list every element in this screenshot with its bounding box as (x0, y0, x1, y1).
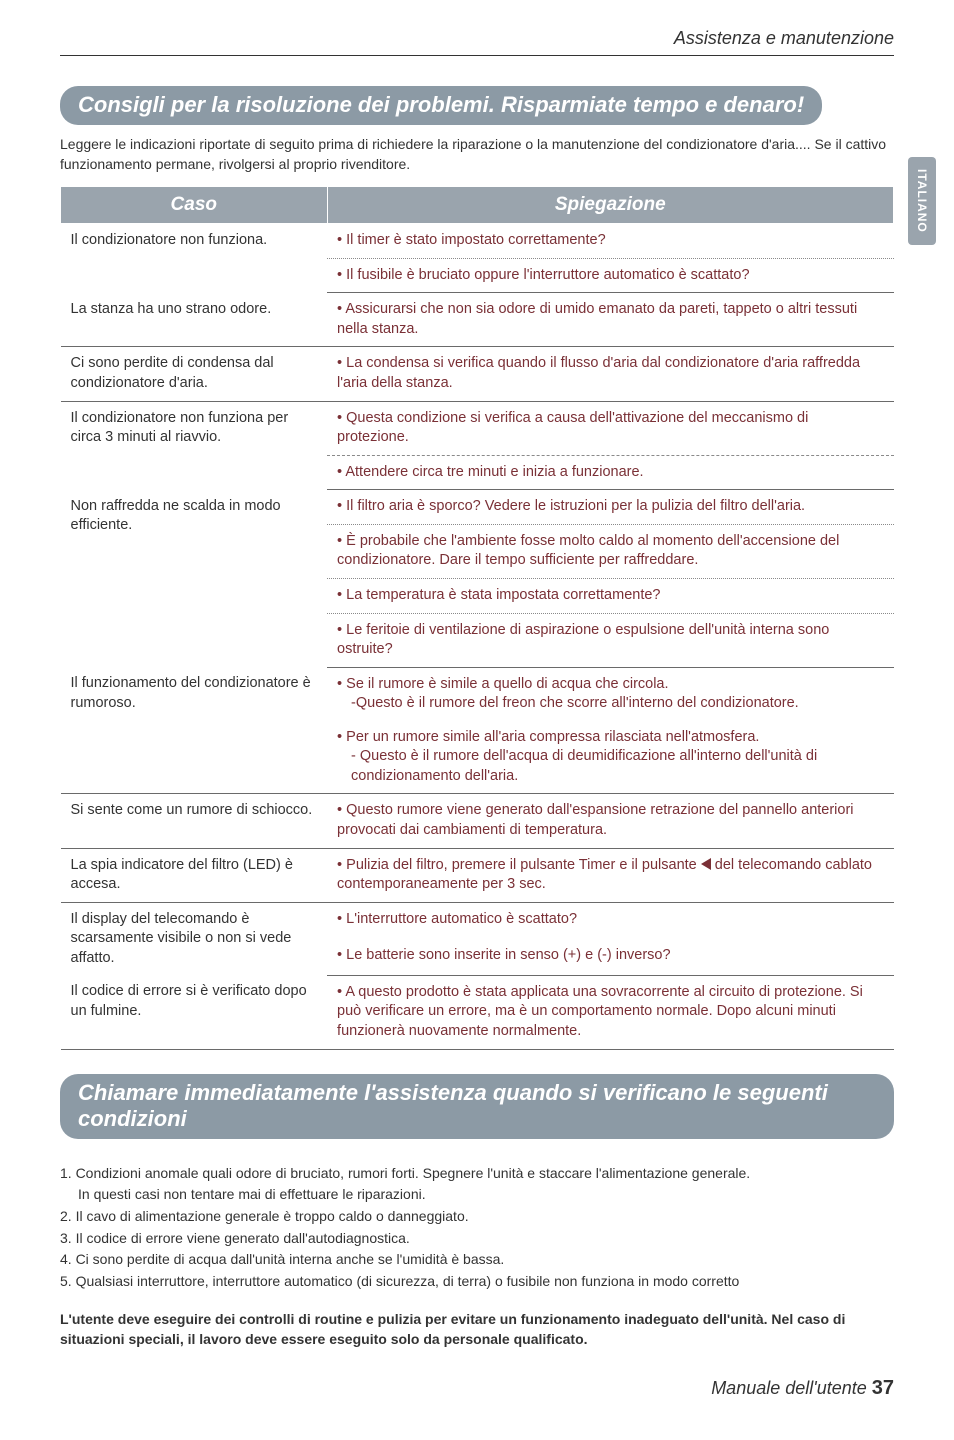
table-row: Il display del telecomando è scarsamente… (61, 902, 894, 939)
table-row: La stanza ha uno strano odore. • Assicur… (61, 293, 894, 347)
col-caso: Caso (61, 187, 328, 224)
table-row: Il condizionatore non funziona per circa… (61, 401, 894, 455)
list-item: 5. Qualsiasi interruttore, interruttore … (60, 1273, 739, 1289)
cell-right: • Il fusibile è bruciato oppure l'interr… (327, 258, 893, 293)
cell-left: La stanza ha uno strano odore. (61, 293, 328, 347)
table-row: Non raffredda ne scalda in modo efficien… (61, 490, 894, 525)
list-item: 4. Ci sono perdite di acqua dall'unità i… (60, 1251, 504, 1267)
footer-text: Manuale dell'utente (711, 1378, 872, 1398)
cell-left: Il funzionamento del condizionatore è ru… (61, 667, 328, 721)
cell-right: • A questo prodotto è stata applicata un… (327, 975, 893, 1049)
cell-right: • Il timer è stato impostato correttamen… (327, 224, 893, 259)
cell-right: • Questa condizione si verifica a causa … (327, 401, 893, 455)
table-row: Il codice di errore si è verificato dopo… (61, 975, 894, 1049)
cell-right: • Le batterie sono inserite in senso (+)… (327, 939, 893, 976)
cell-left: Ci sono perdite di condensa dal condizio… (61, 347, 328, 401)
cell-left: Si sente come un rumore di schiocco. (61, 794, 328, 848)
cell-text: • Se il rumore è simile a quello di acqu… (337, 676, 668, 692)
section2-title: Chiamare immediatamente l'assistenza qua… (78, 1080, 828, 1131)
cell-left: Il display del telecomando è scarsamente… (61, 902, 328, 975)
cell-right: • Pulizia del filtro, premere il pulsant… (327, 848, 893, 902)
page-footer: Manuale dell'utente 37 (60, 1377, 894, 1400)
footer-page-number: 37 (872, 1377, 894, 1399)
section1-title: Consigli per la risoluzione dei problemi… (78, 92, 804, 117)
cell-sub: -Questo è il rumore del freon che scorre… (337, 694, 883, 714)
list-item: 2. Il cavo di alimentazione generale è t… (60, 1208, 469, 1224)
cell-right: • La condensa si verifica quando il flus… (327, 347, 893, 401)
cell-right: • L'interruttore automatico è scattato? (327, 902, 893, 939)
cell-sub: - Questo è il rumore dell'acqua di deumi… (337, 747, 883, 786)
cell-right: • È probabile che l'ambiente fosse molto… (327, 524, 893, 578)
col-spiegazione: Spiegazione (327, 187, 893, 224)
table-row: • Per un rumore simile all'aria compress… (61, 721, 894, 794)
list-item: 3. Il codice di errore viene generato da… (60, 1230, 410, 1246)
cell-right: • Se il rumore è simile a quello di acqu… (327, 667, 893, 721)
cell-text: • Per un rumore simile all'aria compress… (337, 729, 759, 745)
bold-note: L'utente deve eseguire dei controlli di … (60, 1309, 894, 1350)
page-header-text: Assistenza e manutenzione (674, 28, 894, 48)
cell-right: • La temperatura è stata impostata corre… (327, 578, 893, 613)
table-row: Ci sono perdite di condensa dal condizio… (61, 347, 894, 401)
cell-right: • Per un rumore simile all'aria compress… (327, 721, 893, 794)
table-row: Il funzionamento del condizionatore è ru… (61, 667, 894, 721)
troubleshooting-table: Caso Spiegazione Il condizionatore non f… (60, 186, 894, 1049)
cell-left: La spia indicatore del filtro (LED) è ac… (61, 848, 328, 902)
cell-text-pre: • Pulizia del filtro, premere il pulsant… (337, 857, 701, 873)
cell-left: Il condizionatore non funziona per circa… (61, 401, 328, 490)
cell-right: • Questo rumore viene generato dall'espa… (327, 794, 893, 848)
cell-right: • Attendere circa tre minuti e inizia a … (327, 455, 893, 490)
section1-title-pill: Consigli per la risoluzione dei problemi… (60, 86, 822, 125)
table-row: Il condizionatore non funziona. • Il tim… (61, 224, 894, 259)
language-tab-text: ITALIANO (915, 169, 929, 233)
section2-title-pill: Chiamare immediatamente l'assistenza qua… (60, 1074, 894, 1139)
list-item: 1. Condizioni anomale quali odore di bru… (60, 1165, 750, 1181)
table-row: Si sente come un rumore di schiocco. • Q… (61, 794, 894, 848)
list-item-sub: In questi casi non tentare mai di effett… (60, 1184, 894, 1206)
cell-left: Il condizionatore non funziona. (61, 224, 328, 293)
section1-intro: Leggere le indicazioni riportate di segu… (60, 135, 894, 174)
conditions-list: 1. Condizioni anomale quali odore di bru… (60, 1163, 894, 1293)
cell-left: Il codice di errore si è verificato dopo… (61, 975, 328, 1049)
triangle-left-icon (701, 858, 711, 870)
language-tab: ITALIANO (908, 157, 936, 245)
cell-right: • Il filtro aria è sporco? Vedere le ist… (327, 490, 893, 525)
cell-right: • Le feritoie di ventilazione di aspiraz… (327, 613, 893, 667)
page-header: Assistenza e manutenzione (60, 28, 894, 56)
cell-right: • Assicurarsi che non sia odore di umido… (327, 293, 893, 347)
table-row: La spia indicatore del filtro (LED) è ac… (61, 848, 894, 902)
cell-left: Non raffredda ne scalda in modo efficien… (61, 490, 328, 667)
